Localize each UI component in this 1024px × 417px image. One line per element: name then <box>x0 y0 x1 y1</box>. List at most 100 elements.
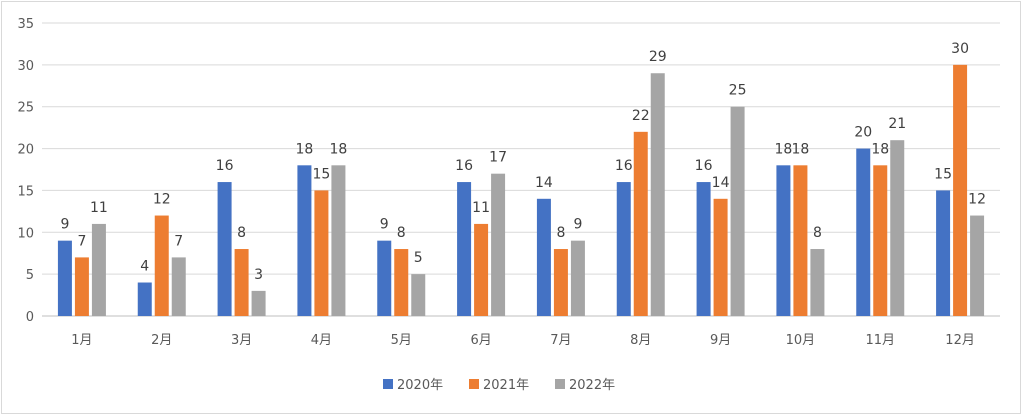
data-label: 3 <box>254 267 263 283</box>
data-label: 8 <box>813 225 822 241</box>
data-label: 14 <box>712 175 730 191</box>
bar <box>491 173 506 316</box>
legend-swatch <box>383 379 393 389</box>
gridlines <box>42 22 1000 317</box>
bar <box>297 165 312 316</box>
legend-label: 2020年 <box>397 378 443 393</box>
y-tick-label: 10 <box>17 226 34 241</box>
bar <box>74 257 89 316</box>
bar <box>154 215 169 316</box>
y-tick-label: 35 <box>17 17 34 32</box>
x-tick-label: 5月 <box>391 333 412 348</box>
data-label: 21 <box>888 116 906 132</box>
data-label: 7 <box>174 233 183 249</box>
data-labels: 9711412716831815189851611171489162229161… <box>60 41 986 283</box>
data-label: 12 <box>968 192 986 208</box>
bar <box>331 165 346 316</box>
legend: 2020年 2021年 2022年 <box>383 378 615 393</box>
y-tick-label: 5 <box>26 268 34 283</box>
data-label: 18 <box>871 141 889 157</box>
bar <box>936 190 951 316</box>
bars <box>57 64 985 316</box>
y-tick-label: 20 <box>17 143 34 158</box>
data-label: 8 <box>556 225 565 241</box>
data-label: 25 <box>729 83 747 99</box>
x-tick-label: 8月 <box>630 333 651 348</box>
bar <box>57 240 72 316</box>
data-label: 18 <box>792 141 810 157</box>
bar <box>314 190 329 316</box>
x-tick-label: 6月 <box>470 333 491 348</box>
bar <box>91 223 106 316</box>
data-label: 16 <box>615 158 633 174</box>
data-label: 7 <box>77 233 86 249</box>
data-label: 8 <box>397 225 406 241</box>
bar <box>474 223 489 316</box>
data-label: 11 <box>472 200 490 216</box>
bar <box>713 198 728 316</box>
y-tick-label: 15 <box>17 184 34 199</box>
bar <box>171 257 186 316</box>
data-label: 4 <box>140 259 149 275</box>
bar <box>810 249 825 316</box>
bar <box>570 240 585 316</box>
x-tick-label: 2月 <box>151 333 172 348</box>
data-label: 14 <box>535 175 553 191</box>
data-label: 20 <box>854 125 872 141</box>
data-label: 15 <box>313 166 331 182</box>
legend-swatch <box>469 379 479 389</box>
data-label: 9 <box>380 217 389 233</box>
data-label: 9 <box>573 217 582 233</box>
bar <box>553 249 568 316</box>
legend-label: 2022年 <box>569 378 615 393</box>
bar <box>730 106 745 316</box>
data-label: 12 <box>153 192 171 208</box>
data-label: 15 <box>934 166 952 182</box>
y-axis-ticks: 0 5 10 15 20 25 30 35 <box>17 17 34 325</box>
x-tick-label: 7月 <box>550 333 571 348</box>
x-tick-label: 1月 <box>71 333 92 348</box>
x-tick-label: 3月 <box>231 333 252 348</box>
data-label: 29 <box>649 49 667 65</box>
bar <box>953 64 968 316</box>
data-label: 30 <box>951 41 969 57</box>
bar <box>776 165 791 316</box>
data-label: 18 <box>296 141 314 157</box>
bar <box>793 165 808 316</box>
data-label: 16 <box>695 158 713 174</box>
bar <box>411 274 426 316</box>
y-tick-label: 25 <box>17 101 34 116</box>
data-label: 18 <box>775 141 793 157</box>
bar <box>650 73 665 316</box>
data-label: 5 <box>414 250 423 266</box>
bar <box>890 140 905 316</box>
data-label: 18 <box>330 141 348 157</box>
x-tick-label: 11月 <box>865 333 895 348</box>
data-label: 16 <box>216 158 234 174</box>
data-label: 11 <box>90 200 108 216</box>
data-label: 17 <box>489 150 507 166</box>
data-label: 16 <box>455 158 473 174</box>
y-tick-label: 0 <box>26 310 34 325</box>
bar <box>137 282 152 316</box>
x-axis-ticks: 1月 2月 3月 4月 5月 6月 7月 8月 9月 10月 11月 12月 <box>71 333 975 348</box>
data-label: 8 <box>237 225 246 241</box>
x-tick-label: 10月 <box>786 333 816 348</box>
data-label: 9 <box>60 217 69 233</box>
bar <box>696 182 711 316</box>
x-tick-label: 12月 <box>945 333 975 348</box>
y-tick-label: 30 <box>17 59 34 74</box>
bar <box>970 215 985 316</box>
bar <box>536 198 551 316</box>
legend-label: 2021年 <box>483 378 529 393</box>
bar <box>633 131 648 316</box>
bar <box>251 290 266 316</box>
data-label: 22 <box>632 108 650 124</box>
bar <box>457 182 472 316</box>
bar <box>377 240 392 316</box>
bar <box>234 249 249 316</box>
bar <box>856 148 871 316</box>
x-tick-label: 9月 <box>710 333 731 348</box>
